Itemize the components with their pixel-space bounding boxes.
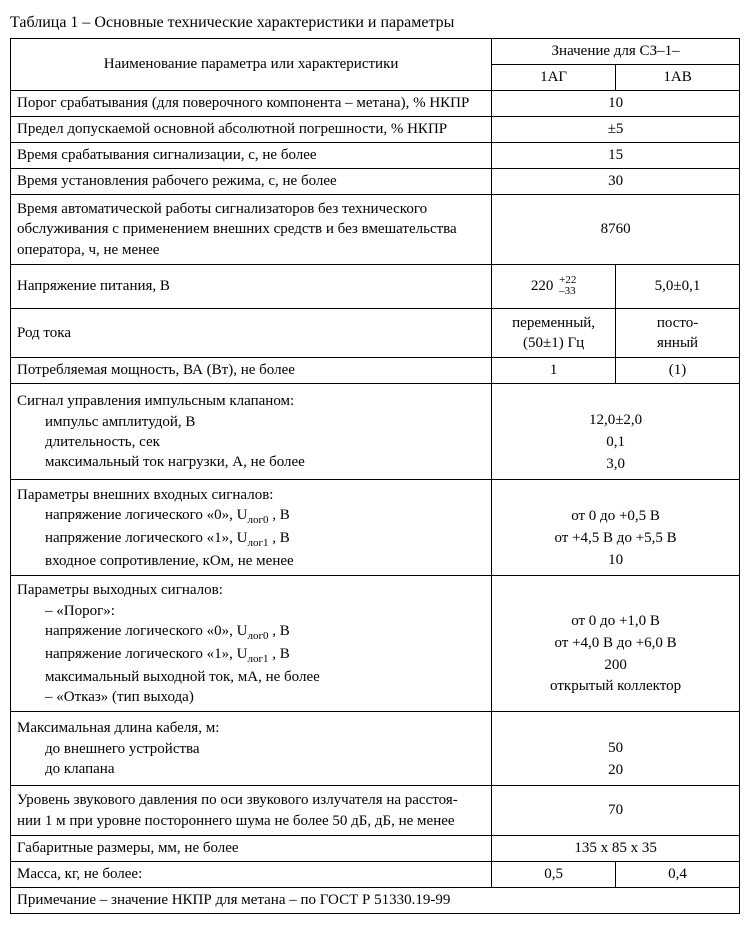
param-cell: Время срабатывания сигнализации, с, не б…: [11, 143, 492, 169]
table-row: Габаритные размеры, мм, не более 135 х 8…: [11, 835, 740, 861]
value-cell: от 0 до +1,0 В от +4,0 В до +6,0 В 200 о…: [492, 576, 740, 712]
param-cell: Габаритные размеры, мм, не более: [11, 835, 492, 861]
table-row: Параметры внешних входных сигналов: напр…: [11, 480, 740, 576]
voltage-tolerance: +22 –33: [557, 275, 576, 298]
param-cell: Время установления рабочего режима, с, н…: [11, 169, 492, 195]
table-row: Напряжение питания, В 220 +22 –33 5,0±0,…: [11, 264, 740, 308]
value-cell: ±5: [492, 117, 740, 143]
value-cell: от 0 до +0,5 В от +4,5 В до +5,5 В 10: [492, 480, 740, 576]
table-row: Время срабатывания сигнализации, с, не б…: [11, 143, 740, 169]
value-cell-1ag: 0,5: [492, 861, 616, 887]
param-cell: Порог срабатывания (для поверочного комп…: [11, 91, 492, 117]
table-row: Род тока переменный,(50±1) Гц посто-янны…: [11, 308, 740, 358]
value-cell: 8760: [492, 195, 740, 265]
param-cell: Сигнал управления импульсным клапаном: и…: [11, 384, 492, 480]
value-cell-1av: посто-янный: [616, 308, 740, 358]
value-cell: 15: [492, 143, 740, 169]
param-cell: Потребляемая мощность, ВА (Вт), не более: [11, 358, 492, 384]
value-cell-1av: 0,4: [616, 861, 740, 887]
value-cell-1ag: 220 +22 –33: [492, 264, 616, 308]
param-cell: Максимальная длина кабеля, м: до внешнег…: [11, 712, 492, 786]
table-row: Потребляемая мощность, ВА (Вт), не более…: [11, 358, 740, 384]
header-col-1ag: 1АГ: [492, 65, 616, 91]
param-cell: Масса, кг, не более:: [11, 861, 492, 887]
table-row: Уровень звукового давления по оси звуков…: [11, 786, 740, 836]
spec-table: Наименование параметра или характеристик…: [10, 38, 740, 914]
header-value-group: Значение для СЗ–1–: [492, 39, 740, 65]
table-row: Время автоматической работы сигнализатор…: [11, 195, 740, 265]
value-cell: 30: [492, 169, 740, 195]
note-cell: Примечание – значение НКПР для метана – …: [11, 887, 740, 913]
table-row: Сигнал управления импульсным клапаном: и…: [11, 384, 740, 480]
param-cell: Предел допускаемой основной абсолютной п…: [11, 117, 492, 143]
value-cell-1ag: переменный,(50±1) Гц: [492, 308, 616, 358]
table-row: Время установления рабочего режима, с, н…: [11, 169, 740, 195]
table-row: Параметры выходных сигналов: – «Порог»: …: [11, 576, 740, 712]
value-cell: 10: [492, 91, 740, 117]
param-cell: Род тока: [11, 308, 492, 358]
table-row: Предел допускаемой основной абсолютной п…: [11, 117, 740, 143]
table-row: Максимальная длина кабеля, м: до внешнег…: [11, 712, 740, 786]
value-cell: 70: [492, 786, 740, 836]
header-param: Наименование параметра или характеристик…: [11, 39, 492, 91]
value-cell-1av: (1): [616, 358, 740, 384]
table-header-row-1: Наименование параметра или характеристик…: [11, 39, 740, 65]
param-cell: Время автоматической работы сигнализатор…: [11, 195, 492, 265]
table-note-row: Примечание – значение НКПР для метана – …: [11, 887, 740, 913]
header-col-1av: 1АВ: [616, 65, 740, 91]
param-cell: Уровень звукового давления по оси звуков…: [11, 786, 492, 836]
value-cell: 12,0±2,0 0,1 3,0: [492, 384, 740, 480]
value-cell-1av: 5,0±0,1: [616, 264, 740, 308]
value-cell: 50 20: [492, 712, 740, 786]
table-caption: Таблица 1 – Основные технические характе…: [10, 14, 740, 32]
voltage-base: 220: [531, 278, 554, 294]
value-cell: 135 х 85 х 35: [492, 835, 740, 861]
param-cell: Напряжение питания, В: [11, 264, 492, 308]
param-cell: Параметры выходных сигналов: – «Порог»: …: [11, 576, 492, 712]
param-cell: Параметры внешних входных сигналов: напр…: [11, 480, 492, 576]
table-row: Порог срабатывания (для поверочного комп…: [11, 91, 740, 117]
table-row: Масса, кг, не более: 0,5 0,4: [11, 861, 740, 887]
value-cell-1ag: 1: [492, 358, 616, 384]
